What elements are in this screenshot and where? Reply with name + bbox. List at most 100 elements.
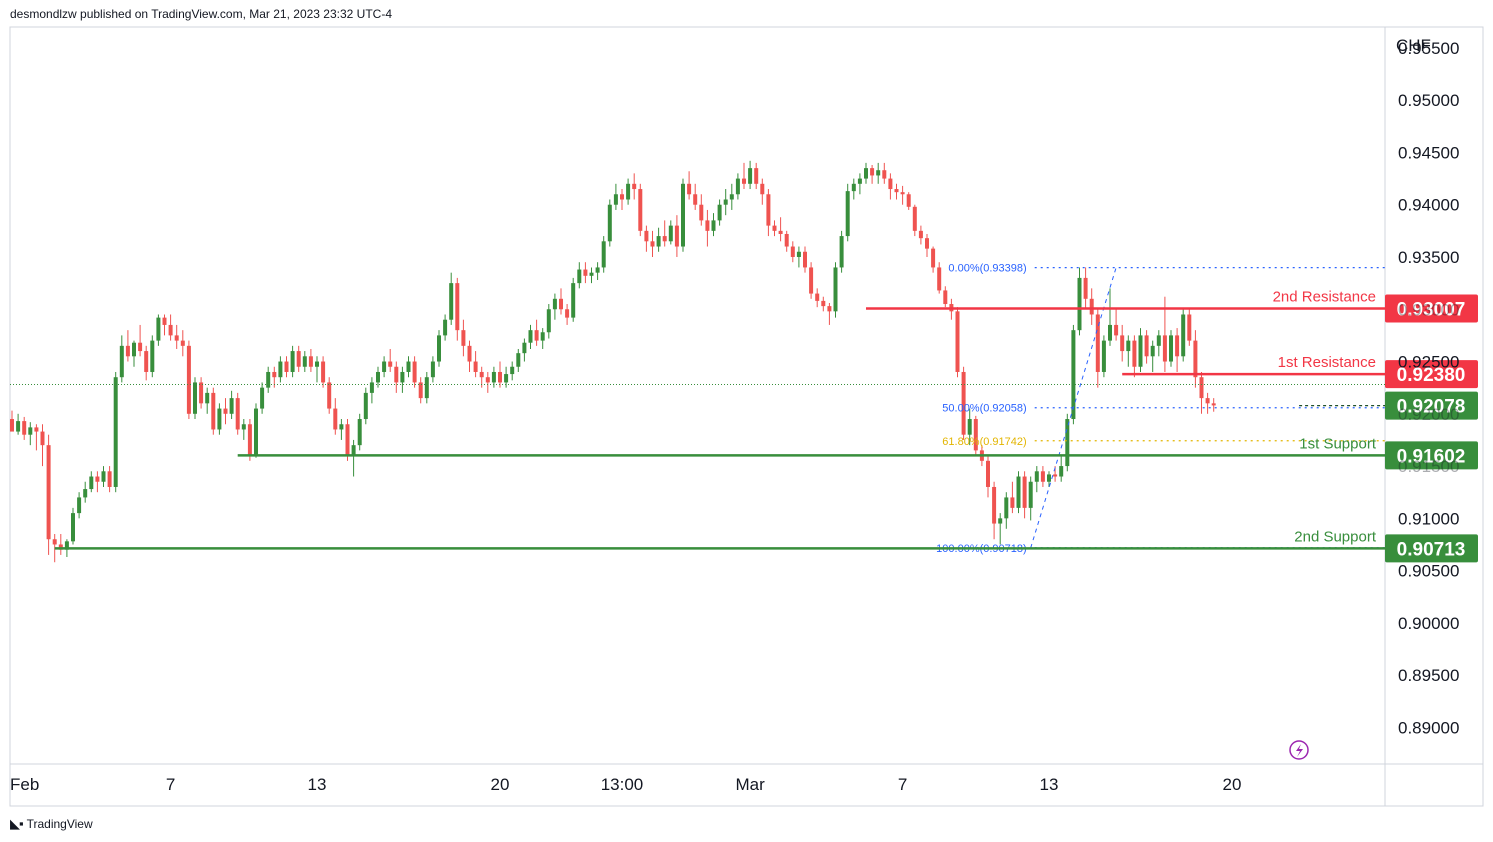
candle-body — [559, 298, 563, 310]
fib-trend-line — [1030, 267, 1117, 548]
footer-brand-label: TradingView — [26, 817, 93, 831]
candle-body — [1028, 481, 1033, 508]
candle-body — [571, 283, 576, 318]
candle-body — [620, 194, 624, 200]
support-label: 2nd Support — [1294, 528, 1377, 545]
candle-body — [1047, 474, 1051, 482]
x-tick-label: 7 — [166, 775, 175, 794]
levels-layer: 0.00%(0.93398) 50.00%(0.92058) 61.80%(0.91… — [10, 263, 1478, 563]
candle-body — [284, 361, 289, 372]
candle-body — [1169, 335, 1173, 362]
candle-body — [443, 319, 448, 336]
candle-body — [882, 170, 887, 179]
candle-body — [851, 183, 856, 192]
candle-body — [83, 489, 88, 498]
candle-body — [815, 293, 820, 301]
y-tick-label: 0.89000 — [1398, 718, 1459, 737]
candle-body — [46, 445, 51, 540]
candle-body — [595, 267, 600, 273]
candle-body — [1187, 314, 1192, 341]
support-label: 1st Support — [1299, 435, 1377, 452]
candle-body — [992, 486, 997, 524]
candle-body — [71, 513, 75, 542]
candle-body — [943, 290, 948, 305]
candle-body — [760, 183, 765, 195]
candle-body — [1114, 324, 1119, 336]
x-tick-label: 20 — [491, 775, 510, 794]
candle-body — [412, 361, 417, 383]
candle-body — [241, 424, 246, 430]
candle-body — [711, 220, 716, 231]
candle-body — [144, 351, 149, 372]
candle-body — [406, 361, 411, 372]
candle-body — [894, 189, 899, 193]
candle-body — [1083, 277, 1088, 299]
candle-body — [467, 345, 472, 362]
candle-body — [186, 345, 191, 414]
candle-body — [260, 387, 265, 409]
candle-body — [870, 168, 875, 176]
candle-body — [394, 366, 399, 383]
candle-body — [918, 230, 923, 239]
candle-body — [382, 361, 387, 372]
candle-body — [662, 236, 667, 242]
candle-body — [742, 178, 746, 184]
candle-body — [351, 445, 356, 456]
candle-body — [28, 427, 33, 435]
candle-body — [40, 431, 45, 446]
grid-layer — [9, 26, 1484, 807]
candle-body — [156, 317, 161, 341]
candle-body — [290, 351, 295, 372]
y-tick-label: 0.93500 — [1398, 248, 1459, 267]
candle-body — [735, 178, 740, 195]
candle-body — [479, 371, 484, 378]
candle-body — [302, 356, 307, 367]
candle-body — [528, 330, 533, 343]
candle-body — [1071, 330, 1076, 420]
candle-body — [101, 471, 106, 482]
candle-body — [729, 194, 734, 200]
candle-body — [229, 398, 234, 414]
y-tick-label: 0.91500 — [1398, 457, 1459, 476]
candle-body — [668, 225, 673, 242]
lightning-bolt — [1296, 744, 1303, 757]
candle-body — [1089, 298, 1094, 315]
candle-body — [583, 269, 588, 276]
candle-body — [369, 382, 374, 393]
candle-body — [400, 371, 405, 383]
candle-body — [1138, 335, 1143, 367]
candle-body — [833, 267, 838, 312]
candle-body — [955, 311, 960, 372]
candle-body — [345, 424, 350, 456]
resistance-label: 2nd Resistance — [1273, 289, 1376, 306]
candle-body — [437, 335, 441, 362]
candle-body — [10, 419, 14, 432]
candle-body — [772, 225, 777, 231]
candle-body — [723, 199, 728, 205]
candle-body — [674, 225, 679, 247]
candle-body — [138, 342, 143, 352]
candle-body — [552, 298, 557, 310]
candle-body — [827, 306, 832, 312]
candle-body — [1022, 476, 1027, 508]
candle-body — [1059, 466, 1064, 477]
candle-body — [1120, 335, 1125, 352]
candle-body — [986, 460, 990, 487]
candle-body — [376, 371, 380, 383]
candle-body — [778, 230, 783, 234]
x-tick-label: 13 — [308, 775, 327, 794]
lightning-icon — [1289, 740, 1309, 760]
resistance-label: 1st Resistance — [1278, 354, 1376, 371]
candle-body — [693, 194, 698, 205]
candle-body — [754, 168, 759, 184]
candle-body — [699, 204, 704, 221]
candle-body — [931, 248, 936, 268]
y-tick-label: 0.89500 — [1398, 666, 1459, 685]
candle-body — [357, 419, 362, 446]
candle-body — [1193, 340, 1198, 378]
candle-body — [119, 345, 124, 378]
candle-body — [461, 330, 466, 346]
fib-level-label: 0.00%(0.93398) — [948, 263, 1026, 275]
candle-body — [388, 361, 393, 367]
